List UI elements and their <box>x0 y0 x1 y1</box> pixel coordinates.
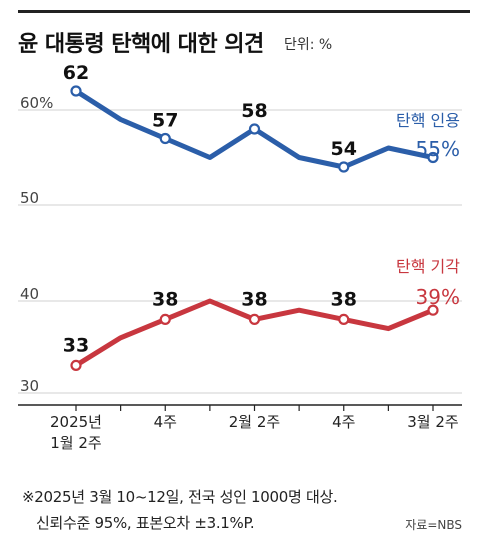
reject-point <box>70 359 82 371</box>
approve-point <box>338 161 350 173</box>
line-chart: 60% 50 40 30 2025년 1월 2주 4주 2월 2주 4주 3월 2주 62 57 58 5… <box>18 62 462 452</box>
approve-end-label: 55% <box>416 137 460 161</box>
legend-approve: 탄핵 인용 <box>396 111 460 130</box>
reject-point <box>338 313 350 325</box>
approve-point <box>70 85 82 97</box>
reject-data-label: 38 <box>331 288 357 310</box>
legend-reject: 탄핵 기각 <box>396 257 460 276</box>
survey-note-line2: 신뢰수준 95%, 표본오차 ±3.1%P. <box>36 514 255 532</box>
approve-data-label: 58 <box>241 100 267 122</box>
source-label: 자료=NBS <box>405 518 462 532</box>
x-tick-label: 4주 <box>154 413 177 431</box>
x-tick-label: 2월 2주 <box>229 413 280 431</box>
reject-point <box>427 304 439 316</box>
unit-label: 단위: % <box>284 37 333 53</box>
approve-data-label: 57 <box>152 110 178 132</box>
x-tick-label: 1월 2주 <box>50 434 101 452</box>
reject-point <box>248 313 261 325</box>
x-tick-label: 4주 <box>332 413 355 431</box>
y-tick-label: 60% <box>20 94 53 112</box>
approve-point <box>427 151 439 164</box>
x-tick-label: 2025년 <box>50 413 102 431</box>
reject-data-label: 33 <box>63 334 89 356</box>
y-tick-label: 30 <box>20 377 39 395</box>
reject-end-label: 39% <box>416 285 460 309</box>
approve-point <box>159 132 171 145</box>
approve-point <box>248 123 261 135</box>
survey-note-line1: ※2025년 3월 10~12일, 전국 성인 1000명 대상. <box>22 488 338 506</box>
reject-series-line <box>73 298 436 368</box>
approve-data-label: 62 <box>63 62 89 84</box>
reject-data-label: 38 <box>241 288 267 310</box>
reject-point <box>159 313 171 325</box>
x-tick-label: 3월 2주 <box>407 413 458 431</box>
top-rule <box>18 10 470 13</box>
y-tick-label: 50 <box>20 189 39 207</box>
chart-title: 윤 대통령 탄핵에 대한 의견 <box>18 32 264 57</box>
approve-data-label: 54 <box>331 138 357 160</box>
y-tick-label: 40 <box>20 285 39 303</box>
reject-data-label: 38 <box>152 288 178 310</box>
